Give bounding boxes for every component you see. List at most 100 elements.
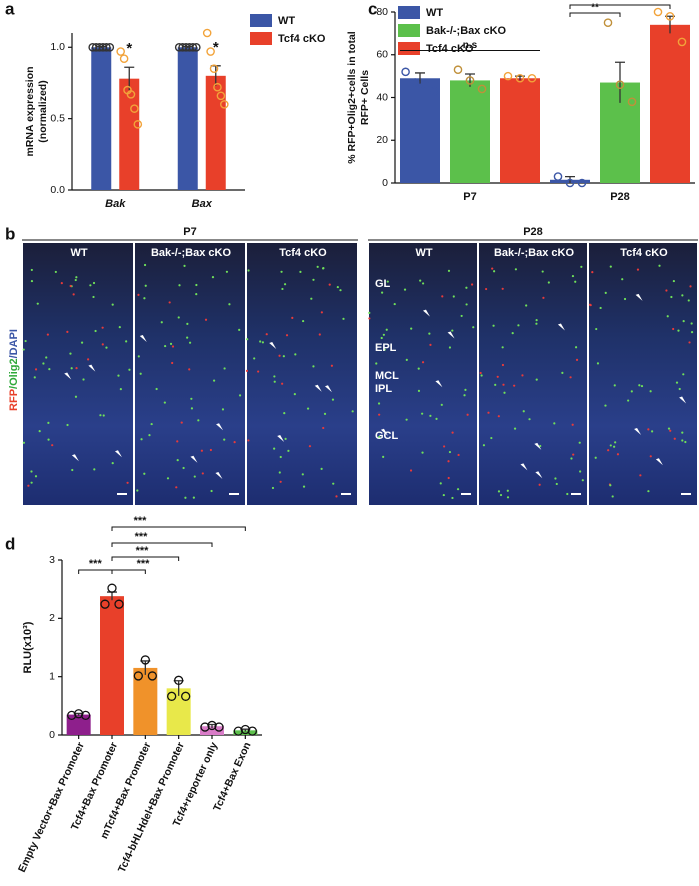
legend-label: Bak-/-;Bax cKO: [426, 25, 507, 37]
cell: [673, 437, 676, 440]
data-point: [207, 720, 217, 731]
data-point: [553, 172, 563, 181]
y-tick-label: 80: [376, 6, 388, 18]
data-point: [665, 11, 675, 21]
cell: [291, 316, 294, 319]
cell: [279, 480, 282, 483]
cell: [287, 449, 290, 452]
cell: [200, 449, 203, 452]
micrograph: [247, 243, 357, 505]
column-title: WT: [415, 247, 432, 259]
cell: [463, 394, 466, 397]
bracket: [111, 556, 180, 561]
cell: [501, 287, 504, 290]
cell: [265, 333, 268, 336]
cell: [638, 384, 641, 387]
arrowhead: [655, 458, 663, 466]
arrowhead: [534, 442, 542, 450]
cell: [294, 353, 297, 356]
cell: [429, 414, 432, 417]
cell: [672, 327, 675, 331]
micrograph: [23, 243, 133, 505]
cell: [273, 380, 276, 383]
cell: [377, 402, 381, 405]
cell: [682, 319, 685, 323]
data-point: [430, 86, 439, 96]
cell: [501, 346, 504, 349]
cell: [137, 355, 140, 358]
cell: [190, 407, 194, 410]
cell: [594, 456, 597, 459]
cell: [417, 367, 420, 370]
arrowhead: [64, 372, 72, 380]
cell: [571, 274, 575, 278]
data-point: [133, 120, 143, 129]
cell: [439, 482, 442, 485]
cell: [378, 435, 381, 439]
cell: [385, 328, 388, 331]
data-point: [116, 47, 125, 56]
cell: [302, 319, 305, 323]
cell: [148, 434, 151, 437]
cell: [609, 444, 612, 447]
cell: [569, 376, 572, 379]
cell: [684, 440, 687, 444]
cell: [525, 304, 528, 307]
cell: [223, 367, 226, 370]
cell: [312, 365, 315, 368]
cell: [92, 281, 96, 285]
cell: [223, 438, 226, 441]
cell: [443, 445, 446, 448]
cell: [171, 361, 174, 365]
cell: [318, 333, 321, 336]
data-point: [119, 54, 129, 63]
cell: [689, 285, 692, 288]
cell: [188, 368, 191, 371]
cell: [74, 278, 77, 282]
bar: [177, 47, 198, 190]
bar: [200, 726, 224, 735]
x-tick-label: Empty Vector+Bax Promoter: [16, 740, 87, 874]
y-tick-label: 0: [382, 177, 388, 189]
cell: [535, 378, 538, 381]
data-point: [233, 726, 243, 736]
data-point: [102, 42, 111, 52]
cell: [465, 303, 468, 306]
arrowhead: [314, 384, 322, 392]
cell: [368, 317, 371, 320]
panel-label: a: [5, 0, 15, 18]
cell: [596, 362, 600, 365]
cell: [497, 415, 500, 418]
cell: [513, 384, 516, 387]
cell: [332, 482, 335, 485]
cell: [47, 421, 50, 425]
y-tick-label: 1: [49, 670, 55, 682]
group-title: P28: [523, 226, 543, 238]
cell: [613, 445, 616, 448]
cell: [383, 348, 386, 351]
cell: [285, 334, 289, 337]
cell: [452, 295, 455, 298]
cell: [144, 284, 147, 287]
cell: [428, 332, 431, 335]
cell: [451, 329, 454, 332]
y-axis-label: RLU(x10³): [22, 621, 34, 673]
cell: [278, 471, 281, 474]
arrowhead: [216, 423, 224, 431]
cell: [66, 330, 69, 333]
data-point: [214, 722, 224, 732]
cell: [316, 265, 319, 268]
cell: [535, 322, 538, 325]
cell: [611, 495, 614, 498]
cell: [513, 427, 517, 430]
cell: [636, 268, 640, 271]
y-tick-label: 0.5: [50, 112, 65, 124]
data-point: [401, 67, 410, 77]
cell: [89, 284, 92, 287]
cell: [176, 459, 179, 462]
cell: [197, 419, 200, 422]
stain-label: RFP/Olig2/DAPI: [8, 329, 20, 411]
cell: [574, 346, 578, 349]
cell: [281, 287, 284, 291]
cell: [506, 489, 509, 492]
